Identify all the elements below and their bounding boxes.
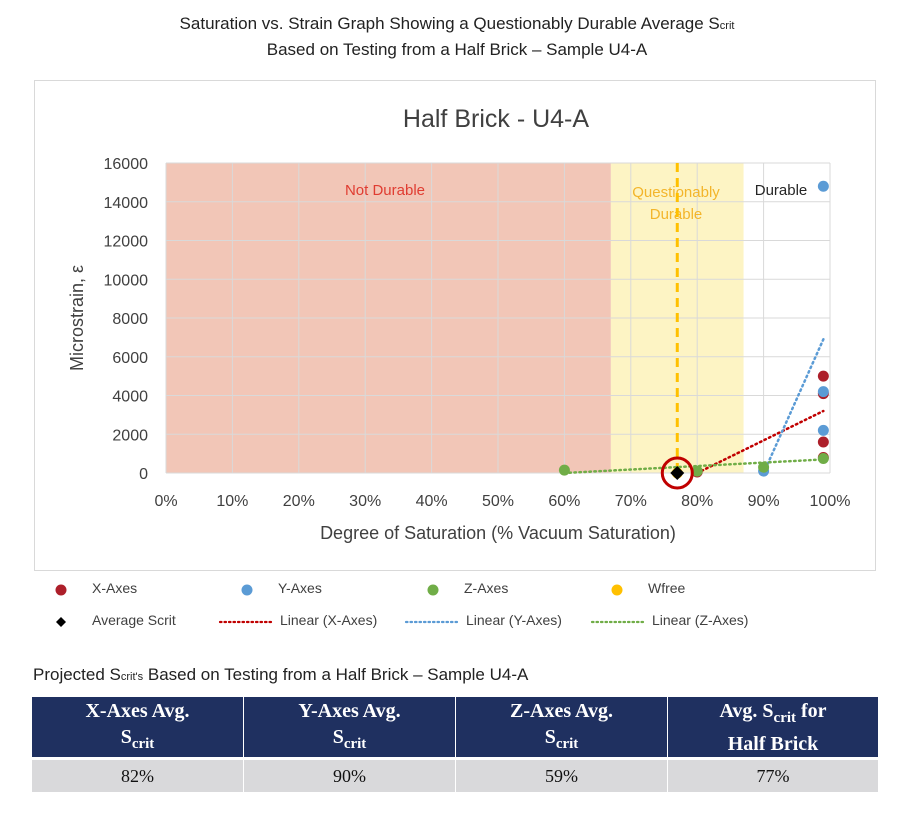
point-series-1-2 [817,424,829,436]
point-series-0-2 [817,436,829,448]
value-x-axes-avg: 82% [32,758,244,792]
x-tick-label: 10% [216,493,248,510]
point-series-2-3 [817,452,829,464]
header-y-axes-line2: S [332,725,344,748]
table-caption-pre: Projected S [33,665,121,684]
region-label-0: Not Durable [345,182,425,199]
header-half-brick-post: for [796,699,827,722]
point-series-2-1 [691,465,703,477]
legend-label-x-axes: X-Axes [92,580,138,596]
table-header-row: X-Axes Avg. Scrit Y-Axes Avg. Scrit Z-Axes… [32,697,878,759]
x-tick-label: 80% [681,493,713,510]
value-y-axes-avg: 90% [243,758,456,792]
legend-label-linear-z: Linear (Z-Axes) [652,612,749,628]
legend-label-average-scrit: Average Scrit [92,612,176,628]
legend-marker-z-axes [427,584,439,596]
header-x-axes-line2: S [120,725,132,748]
point-series-2-2 [758,461,770,473]
x-tick-label: 100% [810,493,851,510]
figure-title-line-1: Saturation vs. Strain Graph Showing a Qu… [0,14,914,34]
y-tick-label: 8000 [112,311,148,328]
header-half-brick-sub: crit [773,709,797,726]
y-tick-label: 2000 [112,427,148,444]
trendline-0 [695,409,825,475]
y-tick-label: 6000 [112,350,148,367]
point-series-2-0 [558,464,570,476]
header-y-axes-sub: crit [343,735,367,752]
legend-label-linear-x: Linear (X-Axes) [280,612,378,628]
y-tick-label: 10000 [104,272,149,289]
region-label-2: Durable [755,182,808,199]
legend-label-linear-y: Linear (Y-Axes) [466,612,562,628]
header-y-axes-line1: Y-Axes Avg. [298,699,401,722]
legend-label-z-axes: Z-Axes [464,580,509,596]
trendline-1 [762,338,825,475]
figure-title-line-2: Based on Testing from a Half Brick – Sam… [266,40,648,59]
point-series-1-1 [817,386,829,398]
value-z-axes-avg: 59% [455,758,668,792]
legend-marker-y-axes [241,584,253,596]
y-tick-label: 4000 [112,389,148,406]
x-tick-label: 40% [416,493,448,510]
header-z-axes-sub: crit [555,735,579,752]
table-caption-post: Based on Testing from a Half Brick – Sam… [143,665,529,684]
y-tick-label: 12000 [104,234,149,251]
table-value-row: 82% 90% 59% 77% [32,758,878,792]
point-average-scrit [670,466,685,480]
header-x-axes-line1: X-Axes Avg. [85,699,190,722]
figure-title-text: Saturation vs. Strain Graph Showing a Qu… [179,14,720,33]
legend-label-y-axes: Y-Axes [278,580,322,596]
legend-marker-wfree [611,584,623,596]
y-tick-label: 0 [139,466,148,483]
region-label-line: Durable [755,182,808,199]
legend-marker-average-scrit [56,617,66,627]
header-half-brick-avg: Avg. Scrit for Half Brick [667,697,878,759]
x-tick-label: 90% [748,493,780,510]
region-label-line: Questionably [632,184,720,201]
header-y-axes-avg: Y-Axes Avg. Scrit [243,697,456,759]
x-tick-label: 0% [154,493,177,510]
y-tick-label: 16000 [104,156,149,173]
point-series-0-0 [817,370,829,382]
chart-title: Half Brick - U4-A [403,105,589,133]
trendline-2 [563,458,825,475]
header-z-axes-line2: S [544,725,556,748]
x-tick-label: 30% [349,493,381,510]
table-caption: Projected Scrit's Based on Testing from … [33,665,528,685]
header-x-axes-sub: crit [131,735,155,752]
chart-legend: X-Axes Y-Axes Z-Axes Wfree Average Scrit… [40,580,840,630]
y-axis-label: Microstrain, ε [67,265,87,371]
header-z-axes-line1: Z-Axes Avg. [510,699,613,722]
header-x-axes-avg: X-Axes Avg. Scrit [32,697,244,759]
x-tick-label: 20% [283,493,315,510]
highlight-circle [660,456,694,490]
chart-frame: Half Brick - U4-A Not Durable Questionably… [34,80,876,571]
legend-marker-x-axes [55,584,67,596]
y-tick-label: 14000 [104,195,149,212]
chart-svg: Half Brick - U4-A Not Durable Questionably… [67,105,851,543]
header-half-brick-line2: Half Brick [727,732,819,755]
x-tick-label: 70% [615,493,647,510]
scrit-summary-table: X-Axes Avg. Scrit Y-Axes Avg. Scrit Z-Axes… [32,697,878,792]
x-axis-label: Degree of Saturation (% Vacuum Saturatio… [320,523,676,543]
x-tick-label: 60% [548,493,580,510]
region-label-line: Not Durable [345,182,425,199]
header-half-brick-main: Avg. S [719,699,774,722]
point-series-1-0 [817,180,829,192]
header-z-axes-avg: Z-Axes Avg. Scrit [455,697,668,759]
x-tick-label: 50% [482,493,514,510]
figure-title-subscript: crit [719,20,735,32]
table-caption-subscript: crit's [120,671,144,683]
legend-label-wfree: Wfree [648,580,686,596]
value-half-brick-avg: 77% [667,758,878,792]
